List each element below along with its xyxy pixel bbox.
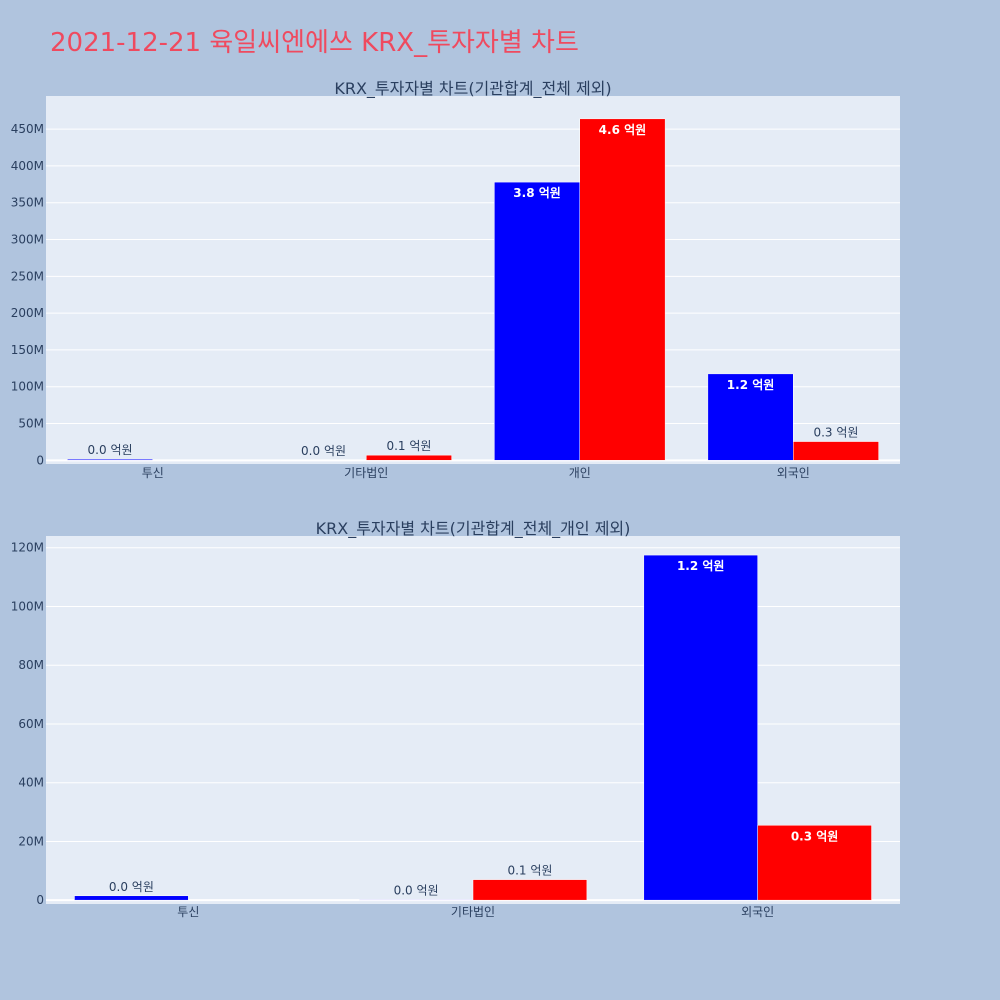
bar <box>494 181 581 461</box>
y-tick-label: 100M <box>11 380 44 394</box>
data-label: 1.2 억원 <box>677 559 725 573</box>
data-label: 0.3 억원 <box>791 829 839 843</box>
page-title: 2021-12-21 육일씨엔에쓰 KRX_투자자별 차트 <box>50 28 579 58</box>
data-label: 0.3 억원 <box>813 426 858 440</box>
chart-2: 0 20M 40M 60M 80M 100M 120M KRX_투자자별 차트(기관합계_전체… <box>11 519 900 919</box>
bar <box>74 895 189 901</box>
chart-1: 0 50M 100M 150M 200M 250M 300M 350M 400M 450M KRX_… <box>11 79 900 480</box>
y-tick-label: 0 <box>36 453 44 467</box>
data-label: 3.8 억원 <box>513 186 561 200</box>
x-tick-label: 투신 <box>142 466 164 480</box>
x-tick-label: 투신 <box>177 905 199 919</box>
y-tick-label: 0 <box>36 893 44 907</box>
y-tick-label: 250M <box>11 269 44 283</box>
bar <box>366 454 452 461</box>
data-label: 0.1 억원 <box>386 439 431 453</box>
chart-title: KRX_투자자별 차트(기관합계_전체_개인 제외) <box>316 519 631 539</box>
y-tick-label: 120M <box>11 541 44 555</box>
y-tick-label: 400M <box>11 159 44 173</box>
data-label: 0.1 억원 <box>507 864 552 878</box>
y-tick-label: 80M <box>18 658 44 672</box>
x-tick-label: 기타법인 <box>344 466 388 480</box>
y-tick-label: 350M <box>11 196 44 210</box>
y-tick-label: 150M <box>11 343 44 357</box>
y-tick-label: 450M <box>11 122 44 136</box>
chart-title: KRX_투자자별 차트(기관합계_전체 제외) <box>334 79 611 99</box>
bar <box>358 899 474 901</box>
bar <box>472 879 588 901</box>
y-tick-label: 60M <box>18 717 44 731</box>
data-label: 0.0 억원 <box>88 443 133 457</box>
y-tick-label: 40M <box>18 776 44 790</box>
bar <box>643 554 758 901</box>
y-tick-label: 100M <box>11 599 44 613</box>
data-label: 0.0 억원 <box>394 884 439 898</box>
y-tick-label: 200M <box>11 306 44 320</box>
bar <box>757 825 872 901</box>
data-label: 4.6 억원 <box>599 123 647 137</box>
x-tick-label: 외국인 <box>777 466 810 480</box>
y-tick-label: 300M <box>11 233 44 247</box>
data-label: 0.0 억원 <box>301 444 346 458</box>
bar <box>793 441 879 461</box>
data-label: 0.0 억원 <box>109 880 154 894</box>
bar <box>707 373 794 461</box>
y-tick-label: 50M <box>18 417 44 431</box>
x-tick-label: 외국인 <box>741 905 774 919</box>
bar <box>67 458 153 461</box>
data-label: 1.2 억원 <box>727 378 775 392</box>
bar <box>579 118 666 461</box>
y-tick-label: 20M <box>18 834 44 848</box>
x-tick-label: 기타법인 <box>451 905 495 919</box>
x-tick-label: 개인 <box>569 466 591 480</box>
